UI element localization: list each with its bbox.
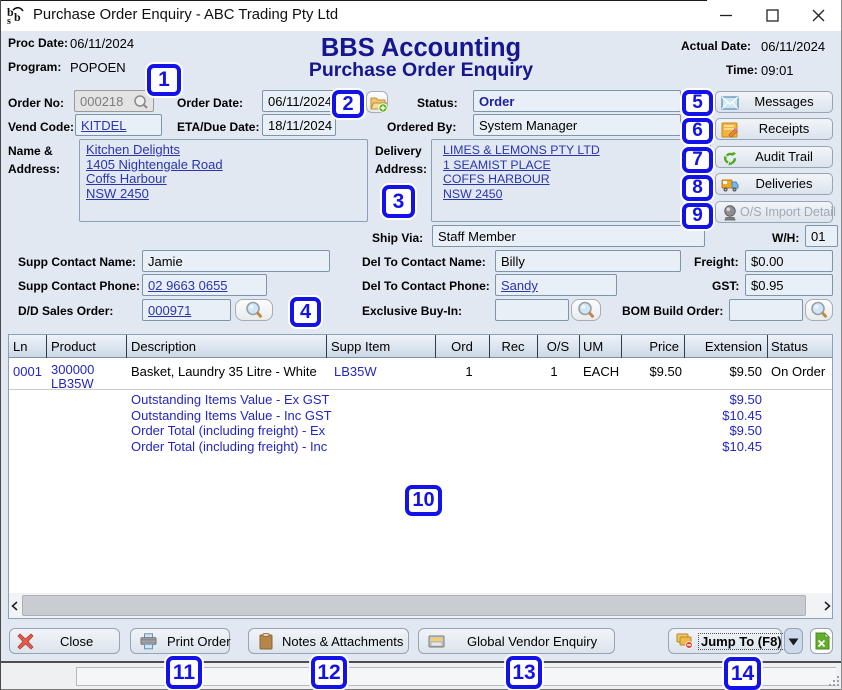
svg-text:b: b <box>7 5 14 19</box>
svg-text:b: b <box>14 10 21 24</box>
svg-text:s: s <box>7 16 11 27</box>
